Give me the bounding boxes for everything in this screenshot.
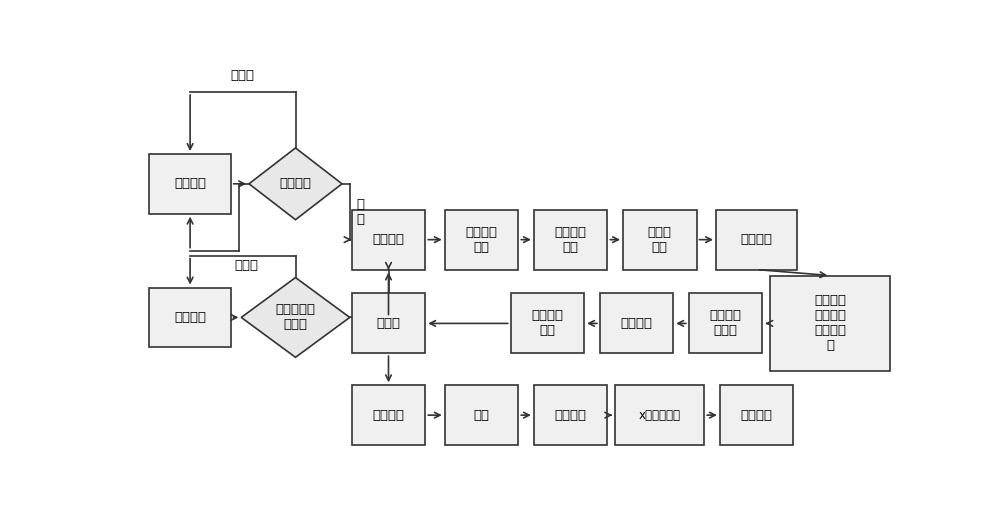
Bar [352, 385, 425, 445]
Text: 再流焊: 再流焊 [376, 317, 400, 330]
Polygon shape [241, 278, 350, 357]
Text: 工艺准备: 工艺准备 [372, 233, 404, 246]
Text: x光射线检测: x光射线检测 [639, 409, 681, 422]
Bar [600, 294, 673, 353]
Text: 设置工艺
参数: 设置工艺 参数 [531, 309, 563, 337]
Bar [689, 294, 762, 353]
Polygon shape [249, 148, 342, 220]
Bar [352, 210, 425, 269]
Text: 不合格: 不合格 [235, 258, 259, 271]
Text: 组装完成: 组装完成 [741, 409, 773, 422]
Bar [770, 276, 890, 371]
Text: 基板涂覆
焊膏: 基板涂覆 焊膏 [466, 226, 498, 254]
Text: 合
格: 合 格 [356, 198, 364, 226]
Text: 焊接完成: 焊接完成 [372, 409, 404, 422]
Bar [445, 385, 518, 445]
Text: 工装试装: 工装试装 [280, 177, 312, 190]
Bar [615, 385, 704, 445]
Text: 安装基板
到腔体: 安装基板 到腔体 [710, 309, 742, 337]
Bar [511, 294, 584, 353]
Text: 冷却: 冷却 [474, 409, 490, 422]
Bar [352, 294, 425, 353]
Text: 工装设计: 工装设计 [174, 177, 206, 190]
Text: 不合格: 不合格 [231, 69, 255, 82]
Bar [534, 210, 607, 269]
Text: 装配工装: 装配工装 [620, 317, 652, 330]
Bar [720, 385, 793, 445]
Text: 钢网关键参
数检测: 钢网关键参 数检测 [276, 304, 316, 332]
Bar [149, 154, 231, 214]
Text: 基板冷却: 基板冷却 [741, 233, 773, 246]
Text: 设置工艺
参数: 设置工艺 参数 [555, 226, 587, 254]
Bar [149, 287, 231, 348]
Text: 基板回
流焊: 基板回 流焊 [648, 226, 672, 254]
Bar [716, 210, 797, 269]
Bar [623, 210, 697, 269]
Text: 钢网设计: 钢网设计 [174, 311, 206, 324]
Bar [534, 385, 607, 445]
Text: 超声清洗: 超声清洗 [555, 409, 587, 422]
Text: 基板、腔
体焊接面
涂覆助焊
剂: 基板、腔 体焊接面 涂覆助焊 剂 [814, 294, 846, 352]
Bar [445, 210, 518, 269]
